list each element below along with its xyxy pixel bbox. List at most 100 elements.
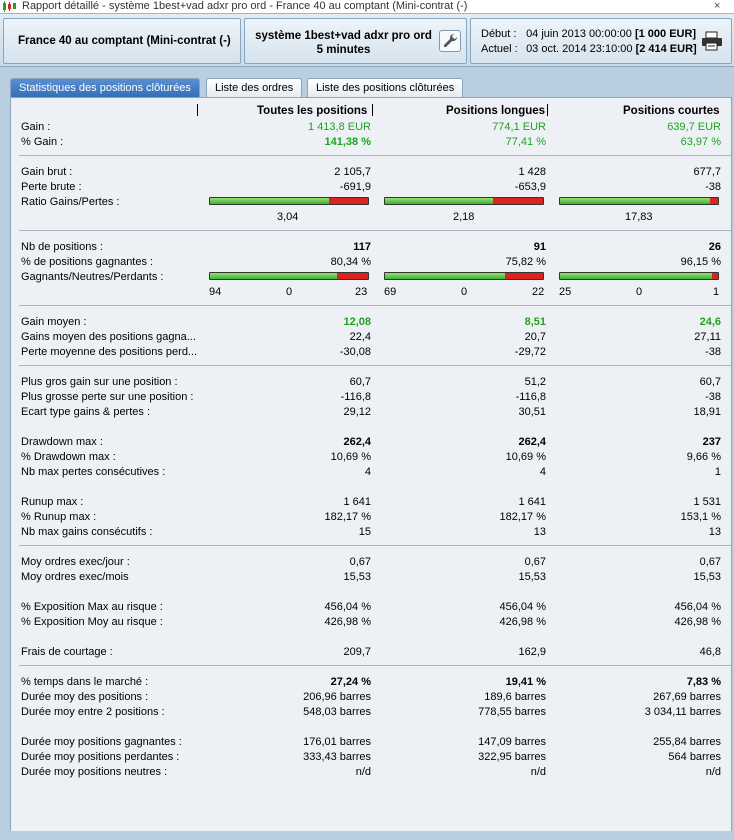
stat-value: 24,6 (699, 316, 721, 328)
settings-wrench-button[interactable] (439, 30, 461, 52)
stat-value: 774,1 EUR (492, 121, 546, 133)
period-section: Début : 04 juin 2013 00:00:00 [1 000 EUR… (470, 18, 732, 64)
stat-label: Durée moy des positions : (21, 691, 149, 703)
debut-label: Début : (481, 28, 517, 40)
gnp-neutres-short: 0 (636, 286, 643, 298)
stat-value: 3 034,11 barres (644, 706, 721, 718)
stat-value: 1 (714, 466, 721, 478)
stat-label: Nb de positions : (21, 241, 103, 253)
stat-label: Nb max gains consécutifs : (21, 526, 153, 538)
stat-label: Runup max : (21, 496, 84, 508)
stat-row-gain: Gain : 1 413,8 EUR 774,1 EUR 639,7 EUR (11, 120, 731, 135)
stat-row-temps-marche: % temps dans le marché : 27,24 % 19,41 %… (11, 675, 731, 690)
window-title: Rapport détaillé - système 1best+vad adx… (22, 0, 468, 12)
stat-value: 564 barres (668, 751, 721, 763)
ratio-bar-fill (385, 198, 494, 204)
stat-value: -38 (705, 181, 721, 193)
stat-value: 27,24 % (330, 676, 371, 688)
stat-value: 456,04 % (324, 601, 371, 613)
window-titlebar: Rapport détaillé - système 1best+vad adx… (0, 0, 734, 14)
stat-label: Gains moyen des positions gagna... (21, 331, 196, 343)
stat-value: 117 (353, 241, 371, 253)
stat-value: 9,66 % (686, 451, 721, 463)
stat-value: -30,08 (339, 346, 371, 358)
stat-label: Durée moy positions perdantes : (21, 751, 180, 763)
stat-value: 0,67 (349, 556, 371, 568)
stat-value: 1 641 (518, 496, 546, 508)
actuel-label: Actuel : (481, 43, 518, 55)
stat-value: 147,09 barres (478, 736, 546, 748)
stat-value: 96,15 % (680, 256, 721, 268)
ratio-value-all: 3,04 (277, 211, 299, 223)
stat-label: % Exposition Moy au risque : (21, 616, 163, 628)
stat-row-exposition-max: % Exposition Max au risque : 456,04 % 45… (11, 600, 731, 615)
stat-value: 4 (364, 466, 371, 478)
stat-value: 91 (533, 241, 546, 253)
stat-value: 162,9 (518, 646, 546, 658)
stat-row-plus-gros-gain: Plus gros gain sur une position : 60,7 5… (11, 375, 731, 390)
ratio-bar-all (209, 197, 369, 205)
stat-value: 1 428 (518, 166, 546, 178)
stat-label: Perte brute : (21, 181, 82, 193)
tab-statistiques[interactable]: Statistiques des positions clôturées (10, 78, 200, 98)
stat-value: n/d (530, 766, 546, 778)
stat-value: -691,9 (339, 181, 371, 193)
stat-value: 20,7 (524, 331, 546, 343)
stat-row-pct-runup: % Runup max : 182,17 % 182,17 % 153,1 % (11, 510, 731, 525)
tab-liste-ordres[interactable]: Liste des ordres (206, 78, 303, 97)
stat-value: 182,17 % (499, 511, 546, 523)
gnp-bar-fill (210, 273, 337, 279)
stat-value: 10,69 % (330, 451, 371, 463)
stat-row-gain-moyen: Gain moyen : 12,08 8,51 24,6 (11, 315, 731, 330)
stat-row-pct-drawdown: % Drawdown max : 10,69 % 10,69 % 9,66 % (11, 450, 731, 465)
stat-label: % temps dans le marché : (21, 676, 149, 688)
stat-value: 456,04 % (674, 601, 721, 613)
gnp-bar-fill (560, 273, 712, 279)
stat-value: 426,98 % (324, 616, 371, 628)
stat-row-duree-entre: Durée moy entre 2 positions : 548,03 bar… (11, 705, 731, 720)
system-title: système 1best+vad adxr pro ord (255, 30, 432, 42)
stat-row-gains-moyen-gagnantes: Gains moyen des positions gagna... 22,4 … (11, 330, 731, 345)
stat-value: 30,51 (518, 406, 546, 418)
actuel-capital: [2 414 EUR] (635, 43, 697, 55)
stat-value: 15 (358, 526, 371, 538)
stat-value: 548,03 barres (303, 706, 371, 718)
stat-label: % Runup max : (21, 511, 97, 523)
stat-value: -29,72 (514, 346, 546, 358)
stat-value: 77,41 % (505, 136, 546, 148)
stat-value: 26 (708, 241, 721, 253)
stat-value: 29,12 (343, 406, 371, 418)
column-separator (197, 104, 198, 116)
stat-value: 18,91 (693, 406, 721, 418)
print-icon[interactable] (701, 31, 723, 51)
stat-row-duree-perdantes: Durée moy positions perdantes : 333,43 b… (11, 750, 731, 765)
stat-value: 60,7 (349, 376, 371, 388)
stat-value: 27,11 (694, 331, 721, 343)
stat-label: Nb max pertes consécutives : (21, 466, 166, 478)
stat-value: 75,82 % (505, 256, 546, 268)
stat-label: Durée moy entre 2 positions : (21, 706, 165, 718)
close-window-button[interactable]: × (714, 0, 721, 12)
stat-value: 189,6 barres (484, 691, 546, 703)
gnp-bar-short (559, 272, 719, 280)
stat-label: Gain brut : (21, 166, 73, 178)
window-bottom-border (0, 831, 734, 840)
debut-capital: [1 000 EUR] (634, 28, 697, 40)
stat-row-frais-courtage: Frais de courtage : 209,7 162,9 46,8 (11, 645, 731, 660)
instrument-section: France 40 au comptant (Mini-contrat (-) (3, 18, 241, 64)
ratio-bar-long (384, 197, 544, 205)
period-dates: Début : 04 juin 2013 00:00:00 [1 000 EUR… (481, 27, 697, 57)
stat-value: 255,84 barres (653, 736, 721, 748)
stat-row-ordres-jour: Moy ordres exec/jour : 0,67 0,67 0,67 (11, 555, 731, 570)
stat-row-nb-gains-consecutifs: Nb max gains consécutifs : 15 13 13 (11, 525, 731, 540)
stat-row-runup-max: Runup max : 1 641 1 641 1 531 (11, 495, 731, 510)
stat-value: 267,69 barres (653, 691, 721, 703)
column-separator (372, 104, 373, 116)
tab-liste-positions[interactable]: Liste des positions clôturées (307, 78, 464, 97)
stat-value: 262,4 (343, 436, 371, 448)
stat-value: 182,17 % (324, 511, 371, 523)
stat-label: Durée moy positions neutres : (21, 766, 168, 778)
gnp-gagnants-all: 94 (209, 286, 222, 298)
system-timeframe: 5 minutes (316, 44, 371, 56)
stat-value: 206,96 barres (303, 691, 371, 703)
